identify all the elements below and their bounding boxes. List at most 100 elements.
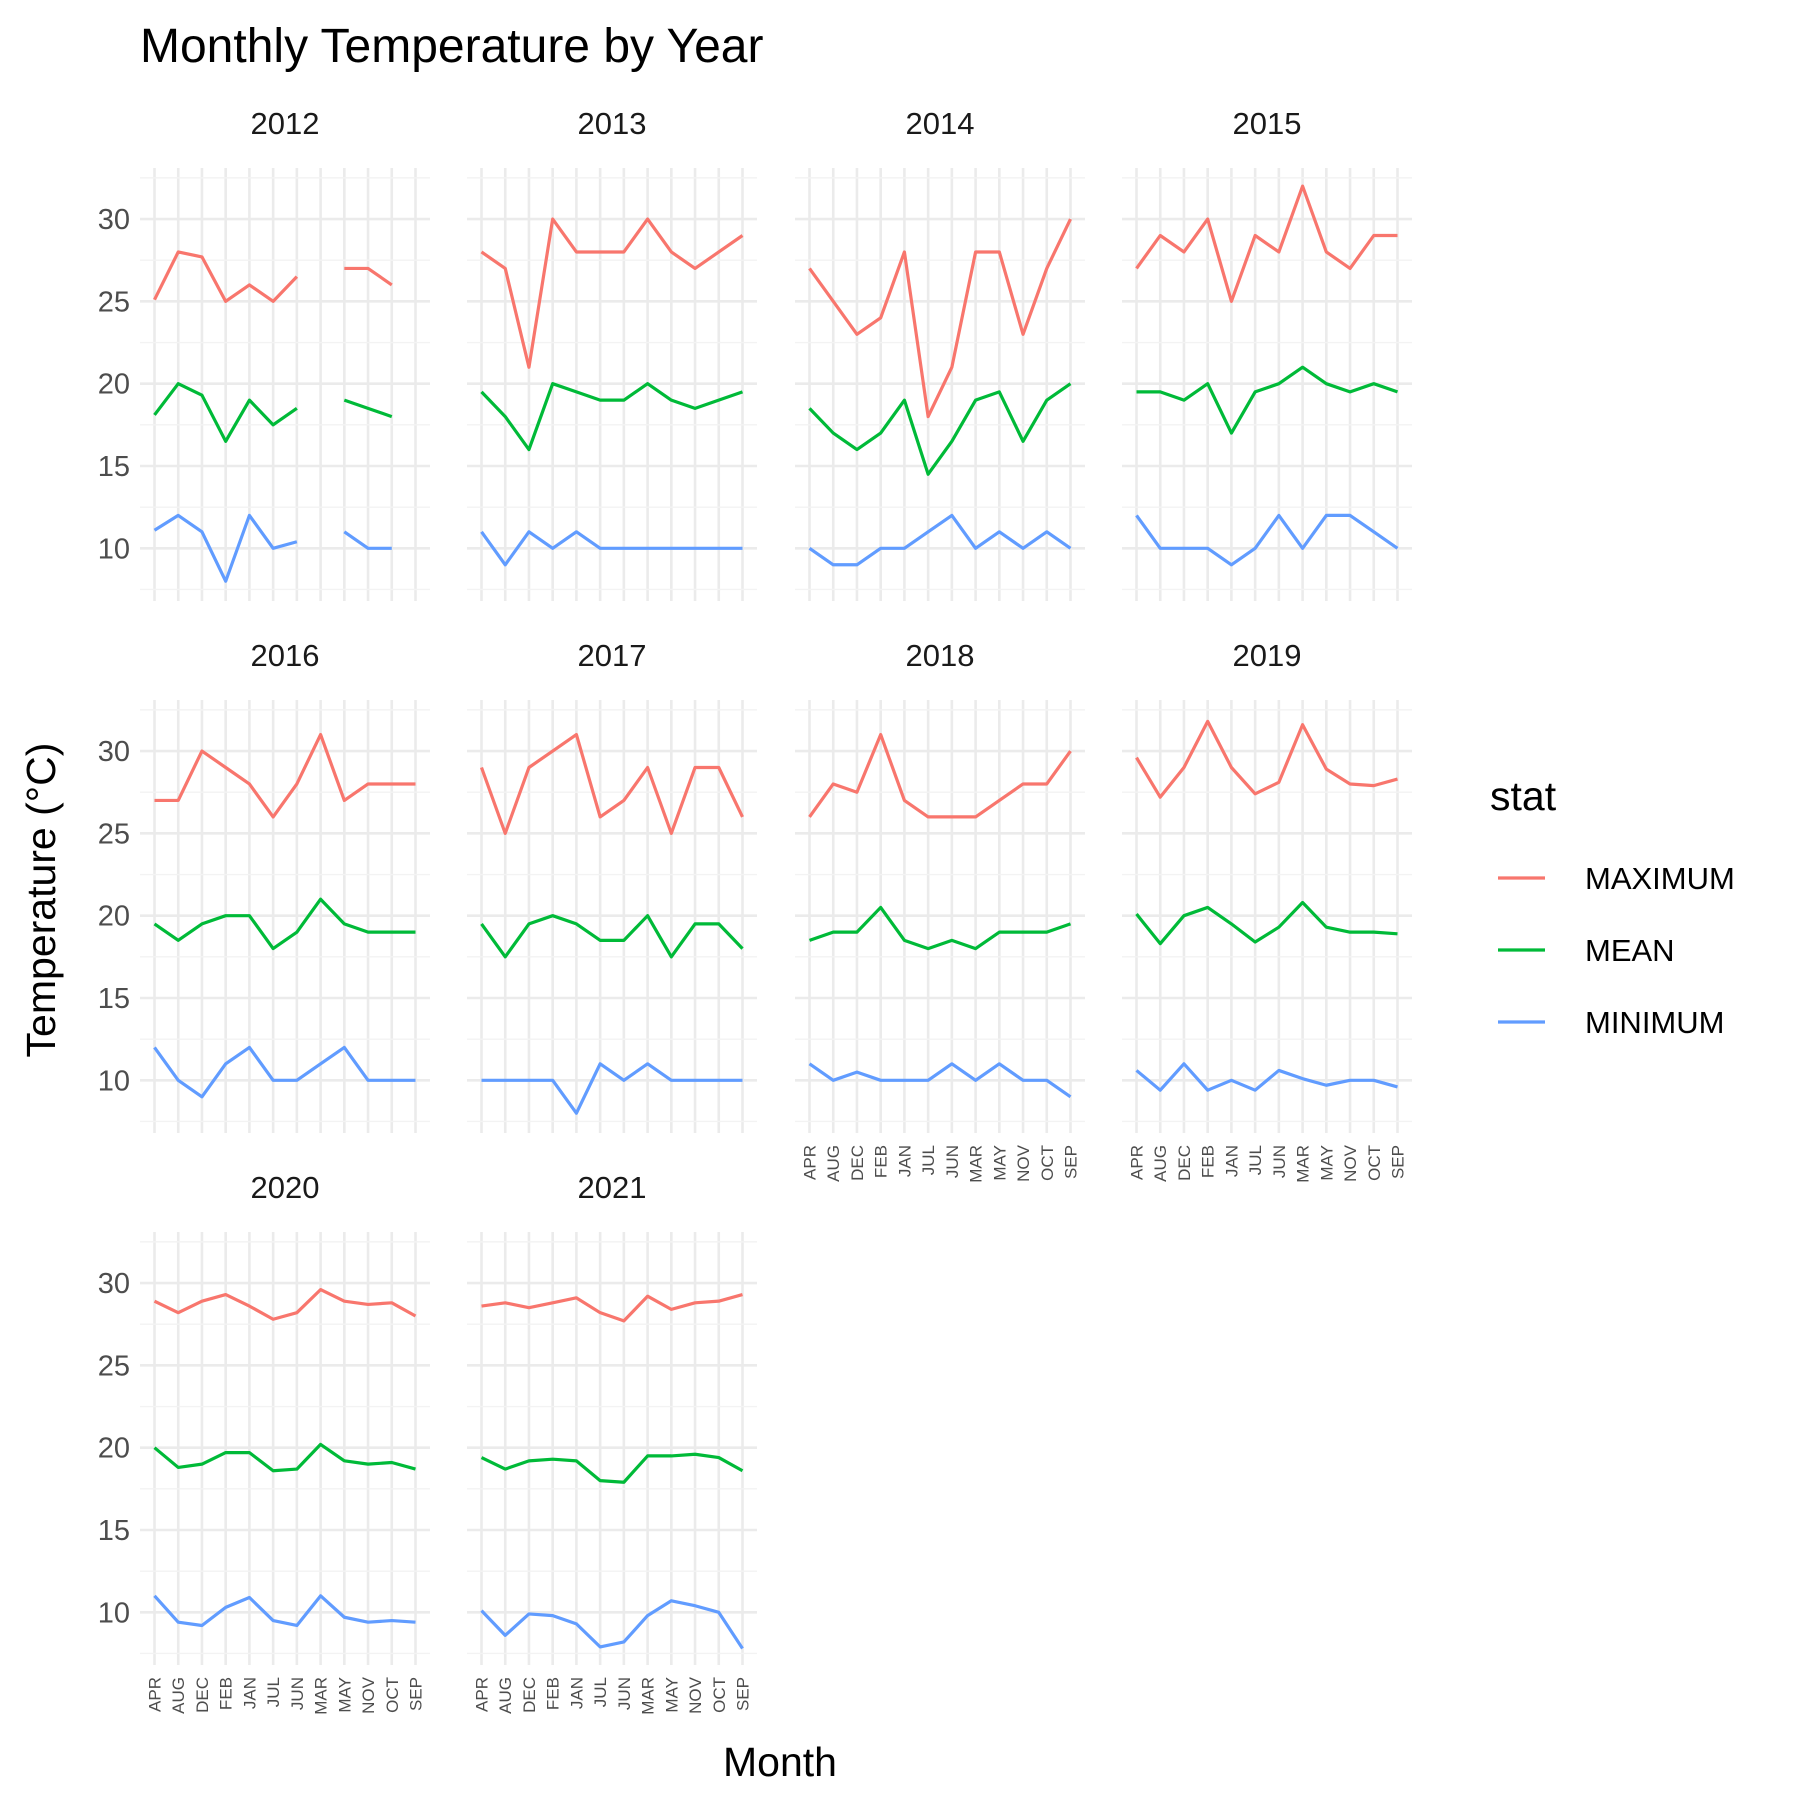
- x-tick-label: FEB: [872, 1145, 891, 1178]
- series-line-maximum: [808, 218, 1072, 419]
- series-line-minimum: [153, 1594, 416, 1628]
- series-line-mean: [1135, 900, 1398, 946]
- facet-panel-2012: 2012 10 15 20 25 30: [98, 106, 430, 601]
- series-line-maximum: [1135, 184, 1398, 303]
- facet-label: 2019: [1233, 638, 1302, 673]
- series-line-mean: [480, 1452, 744, 1484]
- x-tick-label: NOV: [359, 1676, 378, 1714]
- x-tick-label: NOV: [1341, 1144, 1360, 1182]
- x-tick-label: DEC: [193, 1677, 212, 1713]
- x-tick-label: JAN: [1222, 1145, 1241, 1177]
- y-tick-label: 10: [98, 533, 130, 565]
- y-tick-label: 15: [98, 983, 130, 1015]
- y-tick-label: 10: [98, 1065, 130, 1097]
- series-line-minimum: [153, 513, 392, 583]
- x-tick-label: MAY: [335, 1677, 354, 1713]
- x-tick-label: JAN: [895, 1145, 914, 1177]
- x-tick-label: JUN: [943, 1145, 962, 1178]
- series-line-minimum: [153, 1045, 416, 1099]
- x-tick-label: OCT: [1038, 1145, 1057, 1181]
- facet-label: 2015: [1233, 106, 1302, 141]
- facet-label: 2013: [578, 106, 647, 141]
- series-line-maximum: [153, 1288, 417, 1321]
- series-line-maximum: [153, 250, 393, 303]
- x-tick-label: FEB: [1199, 1145, 1218, 1178]
- facet-panel-2019: 2019 APR AUG DEC FEB JAN JUL JUN MAR MAY NOV OCT SEP: [1122, 638, 1412, 1183]
- x-tick-label: NOV: [686, 1676, 705, 1714]
- y-tick-label: 20: [98, 1433, 130, 1465]
- facet-label: 2014: [906, 106, 975, 141]
- facet-panel-2015: 2015: [1122, 106, 1412, 601]
- x-tick-label: JUL: [1246, 1145, 1265, 1175]
- x-tick-label: MAR: [639, 1677, 658, 1715]
- y-tick-label: 30: [98, 1268, 130, 1300]
- series-line-minimum: [481, 1062, 743, 1115]
- x-tick-label: DEC: [520, 1677, 539, 1713]
- y-tick-label: 20: [98, 901, 130, 933]
- chart-title: Monthly Temperature by Year: [140, 20, 764, 73]
- facet-panel-2016: 2016 10 15 20 25 30: [98, 638, 430, 1133]
- x-tick-label: JUL: [264, 1677, 283, 1707]
- series-line-maximum: [808, 732, 1072, 819]
- x-tick-label: SEP: [1062, 1145, 1081, 1179]
- x-tick-label: SEP: [1389, 1145, 1408, 1179]
- x-tick-label: AUG: [169, 1677, 188, 1714]
- x-tick-label: OCT: [710, 1677, 729, 1713]
- x-tick-label: AUG: [1151, 1145, 1170, 1182]
- x-tick-label: MAY: [662, 1677, 681, 1713]
- y-tick-label: 25: [98, 286, 130, 318]
- series-line-mean: [153, 897, 416, 951]
- series-line-mean: [480, 914, 744, 959]
- x-tick-label: JAN: [567, 1677, 586, 1709]
- x-tick-label: JUN: [1270, 1145, 1289, 1178]
- x-tick-label: MAR: [312, 1677, 331, 1715]
- y-tick-label: 10: [98, 1597, 130, 1629]
- y-tick-label: 15: [98, 1515, 130, 1547]
- series-line-maximum: [154, 732, 416, 819]
- y-tick-label: 30: [98, 204, 130, 236]
- facet-panel-2018: 2018 APR AUG DEC FEB JAN JUL JUN MAR MAY NOV OCT SEP: [795, 638, 1085, 1183]
- series-line-minimum: [480, 1599, 744, 1650]
- y-tick-label: 25: [98, 1350, 130, 1382]
- series-line-mean: [153, 1442, 416, 1473]
- x-tick-label: APR: [1128, 1145, 1147, 1180]
- facet-label: 2018: [906, 638, 975, 673]
- x-tick-label: APR: [473, 1677, 492, 1712]
- series-line-maximum: [481, 1293, 743, 1323]
- x-tick-label: SEP: [407, 1677, 426, 1711]
- x-tick-label: AUG: [824, 1145, 843, 1182]
- x-tick-label: AUG: [496, 1677, 515, 1714]
- series-line-mean: [808, 382, 1072, 476]
- series-line-minimum: [480, 530, 743, 567]
- x-tick-label: SEP: [734, 1677, 753, 1711]
- series-line-minimum: [1135, 1062, 1398, 1092]
- legend-label-maximum: MAXIMUM: [1585, 861, 1735, 896]
- facet-panel-2021: 2021 APR AUG DEC FEB JAN JUL JUN MAR MAY NOV OCT SEP: [467, 1170, 757, 1715]
- legend-title: stat: [1490, 773, 1557, 819]
- x-tick-label: MAR: [967, 1145, 986, 1183]
- series-line-mean: [480, 382, 744, 452]
- facet-label: 2020: [251, 1170, 320, 1205]
- x-tick-label: DEC: [848, 1145, 867, 1181]
- x-tick-label: APR: [801, 1145, 820, 1180]
- series-line-mean: [808, 905, 1072, 951]
- y-tick-label: 20: [98, 369, 130, 401]
- y-axis-title: Temperature (°C): [18, 743, 64, 1058]
- series-line-minimum: [808, 1062, 1072, 1099]
- facet-label: 2017: [578, 638, 647, 673]
- x-tick-label: JAN: [240, 1677, 259, 1709]
- series-line-maximum: [480, 217, 744, 369]
- x-tick-label: FEB: [217, 1677, 236, 1710]
- x-tick-label: OCT: [383, 1677, 402, 1713]
- series-line-minimum: [1135, 513, 1399, 567]
- facet-label: 2012: [251, 106, 320, 141]
- series-line-maximum: [1135, 719, 1398, 799]
- legend: stat MAXIMUM MEAN MINIMUM: [1490, 773, 1735, 1040]
- facet-panel-2017: 2017: [467, 638, 757, 1133]
- y-tick-label: 30: [98, 736, 130, 768]
- series-line-mean: [153, 382, 393, 443]
- x-tick-label: FEB: [544, 1677, 563, 1710]
- y-tick-label: 25: [98, 818, 130, 850]
- series-line-minimum: [808, 513, 1072, 567]
